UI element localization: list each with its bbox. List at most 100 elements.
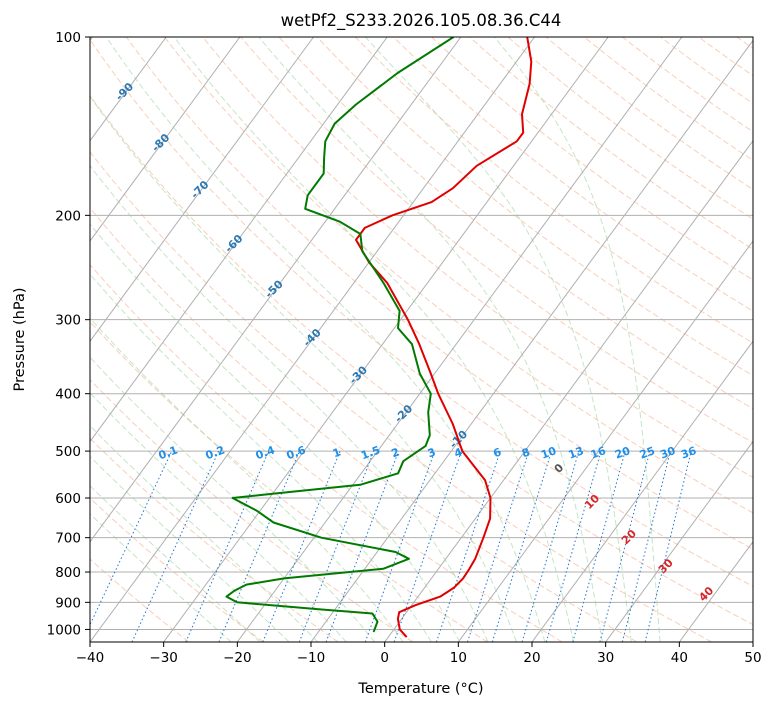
mixing-ratio-line — [644, 450, 692, 642]
x-tick-label: −40 — [76, 650, 105, 666]
mixing-ratio-line — [393, 450, 462, 642]
y-tick-label: 200 — [55, 208, 81, 224]
moist-adiabat-line — [90, 392, 347, 642]
mixing-ratio-line — [435, 450, 501, 642]
temperature-profile-line — [355, 37, 533, 638]
mixing-ratio-line — [621, 450, 671, 642]
mixing-ratio-label: 0.1 — [157, 443, 180, 462]
x-tick-label: −10 — [297, 650, 326, 666]
mixing-ratio-label: 1.5 — [359, 443, 382, 462]
mixing-ratio-label: 2 — [390, 445, 402, 460]
moist-adiabat-line — [90, 317, 404, 642]
mixing-ratio-label: 16 — [589, 444, 608, 462]
moist-adiabat-line — [90, 356, 376, 642]
dewpoint-profile-line — [225, 37, 455, 633]
moist-adiabat-line — [258, 37, 603, 642]
dry-adiabat-line — [125, 37, 753, 550]
isotherm-line — [310, 39, 753, 642]
mixing-ratio-line — [491, 450, 553, 642]
dry-adiabat-line — [164, 37, 753, 514]
moist-adiabat-line — [173, 37, 575, 642]
dry-adiabat-line — [90, 151, 712, 642]
dry-adiabat-line — [90, 94, 753, 626]
mixing-ratio-label: 30 — [658, 444, 677, 462]
isotherm-line — [163, 37, 609, 642]
mixing-ratio-line — [467, 450, 530, 642]
dry-adiabat-line — [278, 37, 753, 410]
dry-adiabat-line — [393, 37, 753, 312]
mixing-ratio-label: 25 — [638, 444, 657, 461]
isotherm-line — [90, 37, 388, 443]
mixing-ratio-label: 0.4 — [254, 443, 277, 462]
mixing-ratio-label: 6 — [491, 445, 503, 460]
moist-adiabat-line — [90, 273, 432, 642]
moist-adiabat-line — [365, 37, 632, 642]
background-lines — [90, 37, 753, 642]
dry-adiabat-line — [316, 37, 753, 377]
isotherm-line — [531, 340, 753, 642]
mixing-ratio-label: 20 — [613, 444, 632, 462]
mixing-ratio-line — [572, 450, 626, 642]
dry-adiabat-line — [354, 37, 753, 344]
mixing-ratio-label: 8 — [520, 445, 532, 460]
moist-adiabat-line — [90, 455, 290, 642]
isotherm-line — [384, 139, 753, 642]
plot-frame — [89, 36, 754, 643]
isotherm-line — [90, 37, 535, 642]
mixing-ratio-label: 13 — [567, 444, 586, 461]
x-axis-title: Temperature (°C) — [357, 681, 483, 697]
x-tick-label: −20 — [223, 650, 252, 666]
x-tick-label: −30 — [149, 650, 178, 666]
sounding-profiles — [225, 37, 533, 638]
mixing-ratio-label: 0.2 — [204, 443, 227, 462]
x-tick-label: 50 — [744, 650, 761, 666]
moist-adiabat-line — [90, 485, 261, 642]
y-tick-label: 600 — [55, 491, 81, 507]
y-tick-label: 900 — [55, 595, 81, 611]
y-axis-title: Pressure (hPa) — [12, 287, 28, 391]
dry-adiabat-line — [431, 37, 753, 281]
isotherm-line — [90, 37, 241, 242]
y-tick-label: 400 — [55, 387, 81, 403]
moist-adiabat-line — [105, 37, 546, 642]
x-tick-label: 20 — [523, 650, 540, 666]
moist-adiabat-line — [90, 164, 489, 642]
mixing-ratio-line — [131, 450, 220, 642]
dry-adiabat-line — [90, 437, 339, 642]
dry-adiabat-line — [90, 207, 638, 642]
mixing-ratio-line — [185, 450, 270, 642]
y-axis: 1000 900 800 700 600 500 400 300 200 100 — [47, 30, 90, 638]
mixing-ratio-line — [364, 450, 436, 642]
x-tick-label: 40 — [671, 650, 688, 666]
y-tick-label: 300 — [55, 313, 81, 329]
moist-adiabat-line — [90, 95, 517, 642]
dry-adiabat-line — [90, 378, 414, 642]
x-axis: −40 −30 −20 −10 0 10 20 30 40 50 — [76, 642, 762, 666]
mixing-ratio-label: 36 — [679, 444, 698, 462]
y-tick-label: 800 — [55, 565, 81, 581]
y-tick-label: 700 — [55, 531, 81, 547]
mixing-ratio-line — [545, 450, 602, 642]
dry-adiabat-line — [469, 37, 753, 250]
mixing-ratio-label: 1 — [331, 446, 343, 461]
x-tick-label: 30 — [597, 650, 614, 666]
dry-adiabat-line — [583, 37, 753, 161]
mixing-ratio-line — [218, 450, 300, 642]
mixing-ratio-line — [599, 450, 651, 642]
mixing-ratio-line — [521, 450, 580, 642]
isotherm-line — [457, 240, 753, 642]
moist-adiabat-line — [90, 424, 319, 642]
isotherm-line — [90, 37, 314, 343]
mixing-ratio-label: 4 — [453, 445, 465, 460]
y-tick-label: 100 — [55, 30, 81, 46]
dry-adiabat-line — [240, 37, 753, 444]
isotherm-line — [236, 37, 683, 642]
moist-adiabat-line — [493, 37, 661, 642]
isotherm-line — [90, 37, 167, 142]
mixing-ratio-label: 10 — [539, 444, 558, 462]
isotherm-line — [605, 440, 753, 642]
mixing-ratio-label: 3 — [426, 445, 438, 460]
moist-adiabat-line — [90, 513, 232, 642]
